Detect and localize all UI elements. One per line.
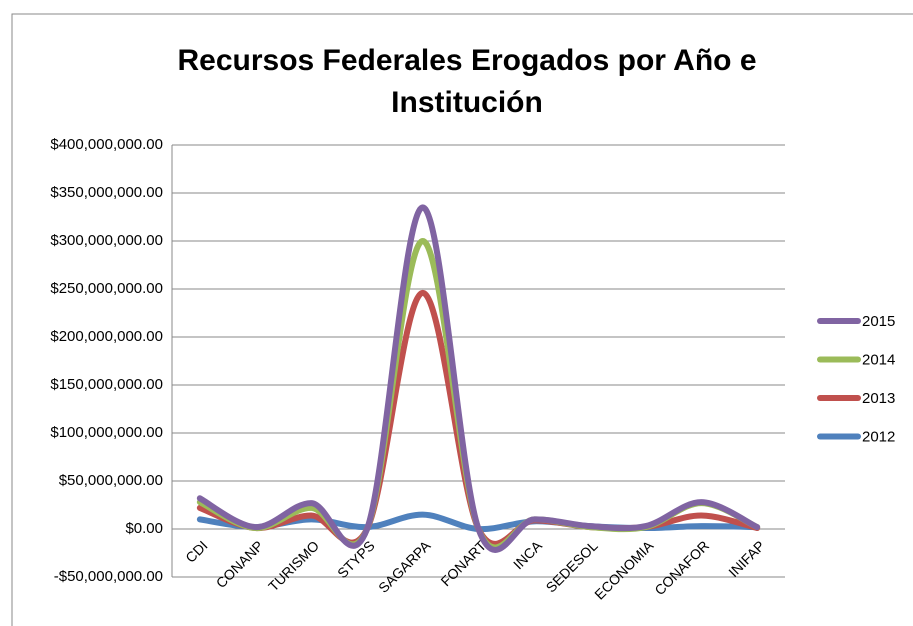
line-series	[196, 238, 761, 551]
x-tick-label: ECONOMIA	[591, 537, 657, 603]
y-tick-label: $350,000,000.00	[50, 184, 163, 201]
y-tick-label: -$50,000,000.00	[54, 568, 163, 585]
chart-title: Recursos Federales Erogados por Año e In…	[177, 44, 757, 119]
y-tick-label: $50,000,000.00	[59, 472, 163, 489]
line-series	[196, 204, 761, 553]
legend-label: 2015	[862, 313, 895, 330]
line-series	[196, 289, 761, 547]
x-tick-label: INCA	[510, 537, 545, 572]
legend-label: 2014	[862, 351, 895, 368]
y-tick-label: $400,000,000.00	[50, 136, 163, 153]
x-tick-label: SEDESOL	[543, 537, 601, 595]
x-tick-label: CONAFOR	[651, 537, 712, 598]
x-tick-label: INIFAP	[725, 537, 768, 580]
legend-label: 2013	[862, 390, 895, 407]
x-tick-label: CONANP	[213, 537, 267, 591]
x-tick-label: FONART	[437, 537, 489, 589]
y-tick-label: $0.00	[125, 520, 163, 537]
chart-frame	[11, 13, 913, 626]
x-tick-label: TURISMO	[265, 537, 322, 594]
y-tick-label: $100,000,000.00	[50, 424, 163, 441]
y-tick-label: $200,000,000.00	[50, 328, 163, 345]
y-tick-label: $150,000,000.00	[50, 376, 163, 393]
y-tick-label: $250,000,000.00	[50, 280, 163, 297]
x-tick-label: SAGARPA	[375, 537, 434, 596]
y-tick-label: $300,000,000.00	[50, 232, 163, 249]
x-tick-label: CDI	[182, 537, 210, 565]
legend-label: 2012	[862, 428, 895, 445]
